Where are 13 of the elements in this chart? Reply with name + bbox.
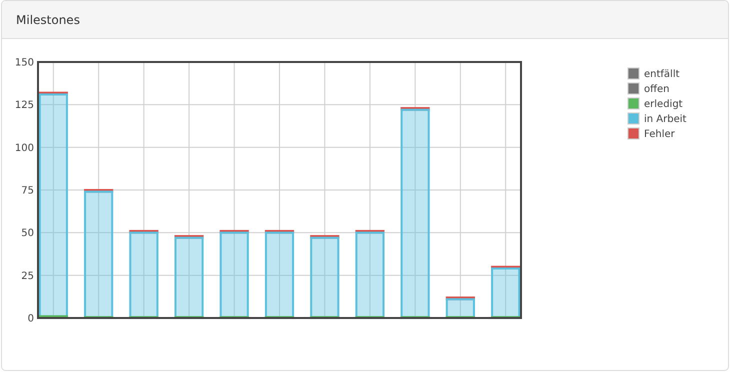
legend-label: Fehler (644, 129, 676, 140)
y-tick-label: 0 (28, 314, 34, 324)
legend-label: erledigt (644, 99, 683, 110)
y-tick-label: 100 (14, 142, 34, 154)
legend-label: entfällt (644, 69, 680, 80)
chart-title: Milestones (16, 13, 80, 27)
y-tick-label: 50 (21, 228, 34, 240)
y-tick-label: 125 (14, 100, 34, 112)
y-tick-label: 25 (21, 270, 34, 282)
legend-label: offen (644, 84, 670, 95)
legend-label: in Arbeit (644, 114, 687, 125)
y-tick-label: 75 (21, 186, 34, 196)
y-tick-label: 150 (14, 58, 34, 68)
